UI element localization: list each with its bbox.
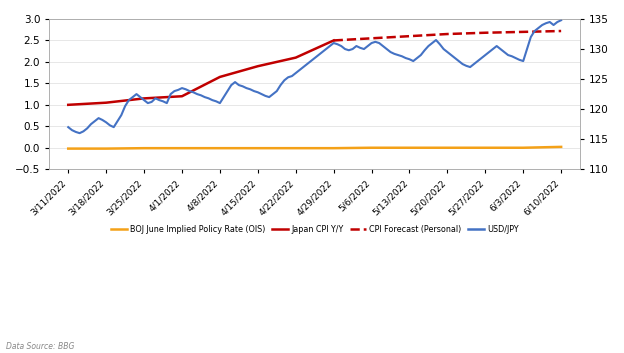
Legend: BOJ June Implied Policy Rate (OIS), Japan CPI Y/Y, CPI Forecast (Personal), USD/: BOJ June Implied Policy Rate (OIS), Japa… bbox=[107, 222, 522, 237]
Text: Data Source: BBG: Data Source: BBG bbox=[6, 342, 75, 352]
